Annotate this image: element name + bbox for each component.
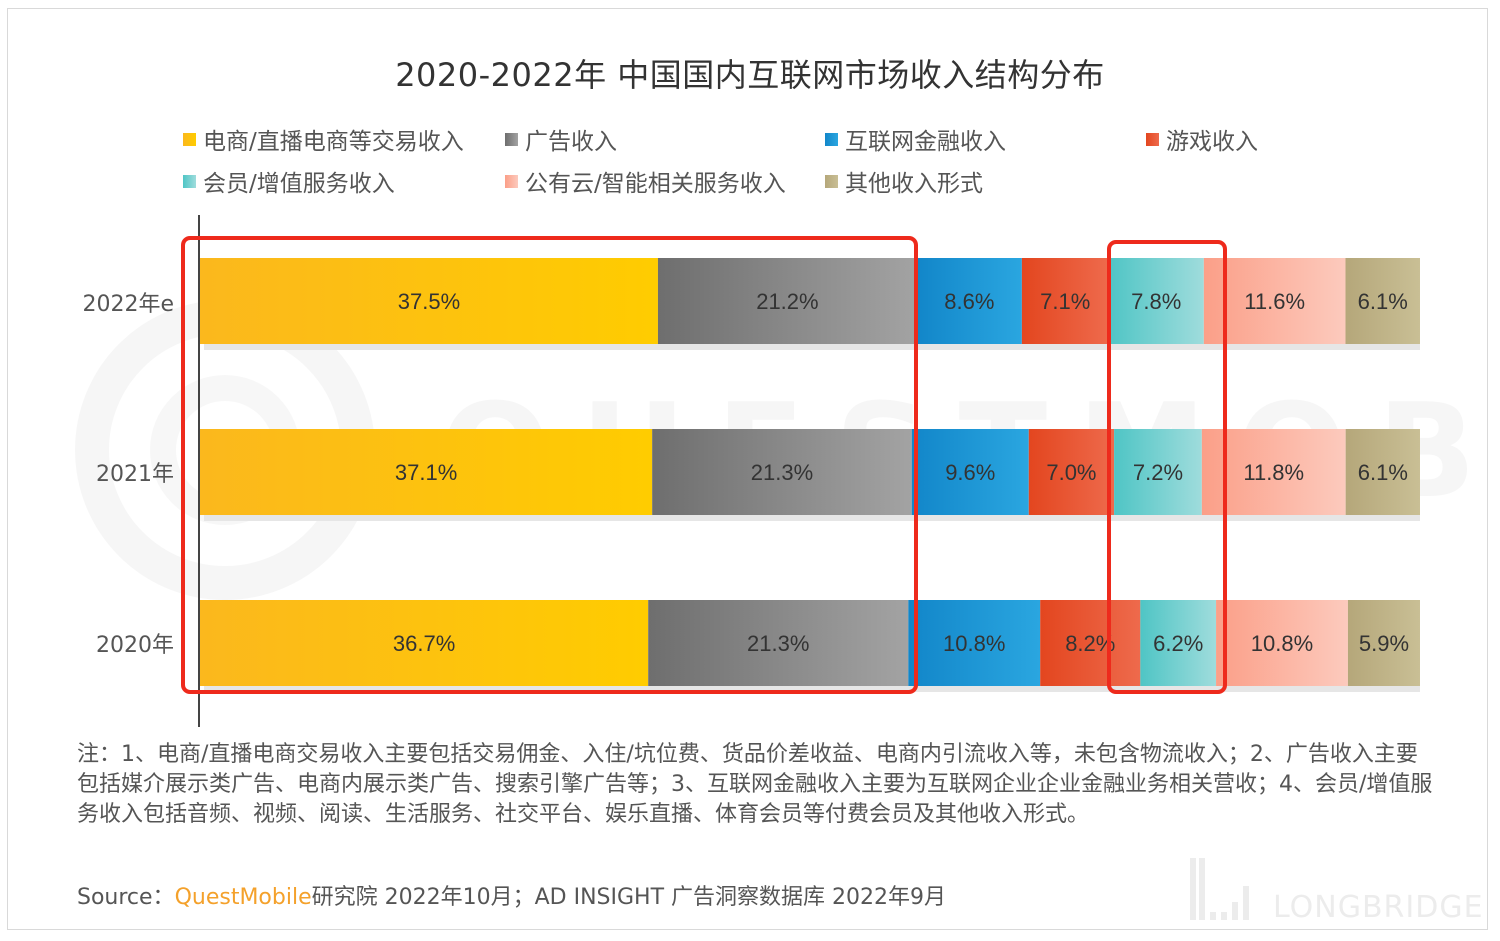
legend-label: 电商/直播电商等交易收入 <box>203 129 464 155</box>
data-label: 21.3% <box>751 460 813 485</box>
legend-swatch <box>825 132 838 146</box>
bar-segment <box>1345 429 1420 515</box>
bar-segment <box>1114 429 1202 515</box>
data-label: 10.8% <box>1251 631 1313 656</box>
data-label: 6.1% <box>1358 289 1408 314</box>
bar-segment <box>200 600 649 686</box>
legend-label: 互联网金融收入 <box>845 129 1006 155</box>
bar-segment <box>200 258 658 344</box>
data-label: 9.6% <box>945 460 995 485</box>
data-label: 7.1% <box>1040 289 1090 314</box>
data-label: 21.2% <box>756 289 818 314</box>
footnote: 注：1、电商/直播电商交易收入主要包括交易佣金、入住/坑位费、货品价差收益、电商… <box>77 742 1433 827</box>
data-label: 6.2% <box>1153 631 1203 656</box>
data-label: 11.8% <box>1243 460 1304 485</box>
bar-shadow <box>204 686 1420 692</box>
source-detail: 研究院 2022年10月；AD INSIGHT 广告洞察数据库 2022年9月 <box>311 885 946 910</box>
data-label: 7.2% <box>1133 460 1183 485</box>
legend-label: 公有云/智能相关服务收入 <box>525 171 786 197</box>
bar-shadow <box>204 344 1420 350</box>
category-label-2022e: 2022年e <box>82 292 174 317</box>
legend-item-ecommerce: 电商/直播电商等交易收入 <box>183 122 464 156</box>
bar-segment <box>200 429 653 515</box>
bar-segment <box>916 258 1022 344</box>
category-label-2020: 2020年 <box>96 633 174 658</box>
bar-segment <box>1028 429 1115 515</box>
y-axis-line <box>198 215 200 727</box>
source-prefix: Source： <box>77 885 175 910</box>
bar-segment <box>1140 600 1217 686</box>
legend-label: 游戏收入 <box>1166 129 1258 155</box>
legend-swatch <box>505 174 518 188</box>
bar-segment <box>648 600 909 686</box>
legend-item-other: 其他收入形式 <box>825 164 983 198</box>
legend-swatch <box>825 174 838 188</box>
legend-swatch <box>183 174 196 188</box>
legend-label: 会员/增值服务收入 <box>203 171 395 197</box>
longbridge-logo-icon <box>1190 858 1260 920</box>
source-brand: QuestMobile <box>174 885 312 910</box>
data-label: 10.8% <box>943 631 1005 656</box>
data-label: 8.2% <box>1065 631 1115 656</box>
legend-swatch <box>505 132 518 146</box>
bar-segment <box>911 429 1029 515</box>
legend-item-cloud: 公有云/智能相关服务收入 <box>505 164 786 198</box>
bar-segment <box>1345 258 1420 344</box>
legend-label: 其他收入形式 <box>845 171 983 197</box>
bar-segment <box>657 258 917 344</box>
legend-item-advertising: 广告收入 <box>505 122 617 156</box>
bar-segment <box>1021 258 1109 344</box>
data-label: 6.1% <box>1358 460 1408 485</box>
bar-segment <box>1203 258 1346 344</box>
bar-segment <box>1040 600 1141 686</box>
data-label: 37.5% <box>398 289 460 314</box>
highlight-box-membership <box>1107 240 1227 694</box>
legend-swatch <box>1146 132 1159 146</box>
source-line: Source：QuestMobile研究院 2022年10月；AD INSIGH… <box>77 879 946 911</box>
bar-segment <box>652 429 912 515</box>
data-label: 8.6% <box>944 289 994 314</box>
legend-item-fintech: 互联网金融收入 <box>825 122 1006 156</box>
data-label: 37.1% <box>395 460 457 485</box>
bar-segment <box>1108 258 1204 344</box>
longbridge-watermark-text: LONGBRIDGE <box>1273 890 1484 925</box>
category-label-2021: 2021年 <box>96 462 174 487</box>
data-label: 7.8% <box>1131 289 1181 314</box>
data-label: 11.6% <box>1244 289 1305 314</box>
data-label: 36.7% <box>393 631 455 656</box>
bar-shadow <box>204 515 1420 521</box>
legend-swatch <box>183 132 196 146</box>
legend-item-membership: 会员/增值服务收入 <box>183 164 395 198</box>
legend-label: 广告收入 <box>525 129 617 155</box>
bar-segment <box>1216 600 1348 686</box>
data-label: 7.0% <box>1046 460 1096 485</box>
data-label: 21.3% <box>747 631 809 656</box>
bar-segment <box>908 600 1041 686</box>
bar-segment <box>1347 600 1420 686</box>
chart-title: 2020-2022年 中国国内互联网市场收入结构分布 <box>395 56 1105 94</box>
data-label: 5.9% <box>1359 631 1409 656</box>
highlight-box-ecommerce-advertising <box>181 236 918 694</box>
legend-item-gaming: 游戏收入 <box>1146 122 1258 156</box>
